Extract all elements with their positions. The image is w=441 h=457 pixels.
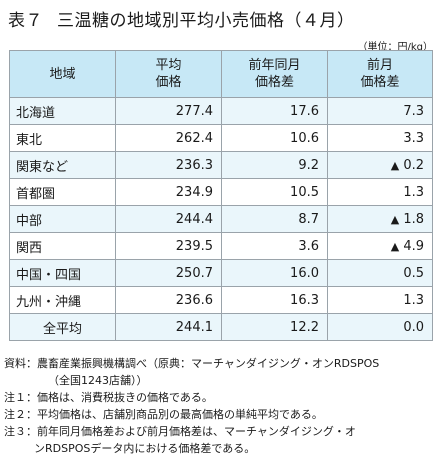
cell-region: 首都圏 xyxy=(9,178,116,206)
cell-average-price: 250.7 xyxy=(115,259,222,287)
cell-average-price: 262.4 xyxy=(115,124,222,152)
cell-mom-diff: 1.3 xyxy=(327,178,433,206)
decrease-triangle-icon: ▲ xyxy=(390,158,400,172)
header-average-price-line1: 平均 xyxy=(155,58,182,73)
mom-value: 3.3 xyxy=(403,130,424,146)
mom-value: 1.3 xyxy=(403,184,424,200)
mom-value: 0.2 xyxy=(403,157,424,173)
cell-yoy-diff: 3.6 xyxy=(221,232,328,260)
cell-region: 東北 xyxy=(9,124,116,152)
header-mom-diff-line1: 前月 xyxy=(366,58,393,73)
table-row: 東北 262.4 10.6 3.3 xyxy=(9,124,433,152)
note-2: 注２：平均価格は、店舗別商品別の最高価格の単純平均である。 xyxy=(4,408,323,421)
table-row: 中国・四国 250.7 16.0 0.5 xyxy=(9,259,433,287)
cell-average-price: 234.9 xyxy=(115,178,222,206)
source-note-continued: （全国1243店舗）） xyxy=(48,374,148,387)
mom-value: 7.3 xyxy=(403,103,424,119)
cell-yoy-diff: 17.6 xyxy=(221,97,328,125)
cell-yoy-diff: 16.3 xyxy=(221,286,328,314)
table-title: 表７ 三温糖の地域別平均小売価格（４月） xyxy=(8,6,355,31)
cell-average-price: 277.4 xyxy=(115,97,222,125)
cell-region: 関東など xyxy=(9,151,116,179)
cell-region: 九州・沖縄 xyxy=(9,286,116,314)
cell-mom-diff: 0.5 xyxy=(327,259,433,287)
header-mom-diff: 前月 価格差 xyxy=(327,50,433,98)
cell-yoy-diff: 16.0 xyxy=(221,259,328,287)
cell-mom-diff: 0.0 xyxy=(327,313,433,341)
unit-label: （単位：円/kg） xyxy=(357,42,433,53)
cell-region: 中部 xyxy=(9,205,116,233)
table-header-row: 地域 平均 価格 前年同月 価格差 前月 価格差 xyxy=(9,50,433,98)
cell-region: 関西 xyxy=(9,232,116,260)
header-yoy-diff: 前年同月 価格差 xyxy=(221,50,328,98)
cell-yoy-diff: 10.5 xyxy=(221,178,328,206)
cell-yoy-diff: 10.6 xyxy=(221,124,328,152)
cell-mom-diff: 7.3 xyxy=(327,97,433,125)
header-yoy-diff-line1: 前年同月 xyxy=(248,58,301,73)
mom-value: 4.9 xyxy=(403,238,424,254)
price-table: 地域 平均 価格 前年同月 価格差 前月 価格差 北海道 277.4 17.6 … xyxy=(9,50,433,341)
table-row: 北海道 277.4 17.6 7.3 xyxy=(9,97,433,125)
table-notes: 資料：農畜産業振興機構調べ（原典：マーチャンダイジング・オンRDSPOS （全国… xyxy=(4,355,379,457)
cell-average-price: 236.6 xyxy=(115,286,222,314)
note-3: 注３：前年同月価格差および前月価格差は、マーチャンダイジング・オ xyxy=(4,425,356,438)
cell-region: 中国・四国 xyxy=(9,259,116,287)
decrease-triangle-icon: ▲ xyxy=(390,212,400,226)
cell-average-price: 244.4 xyxy=(115,205,222,233)
note-1: 注１：価格は、消費税抜きの価格である。 xyxy=(4,391,213,404)
table-number: 表７ xyxy=(8,11,43,31)
mom-value: 1.8 xyxy=(403,211,424,227)
header-mom-diff-line2: 価格差 xyxy=(360,75,400,90)
cell-yoy-diff: 9.2 xyxy=(221,151,328,179)
cell-mom-diff: 3.3 xyxy=(327,124,433,152)
table-row-total: 全平均 244.1 12.2 0.0 xyxy=(9,313,433,341)
header-region: 地域 xyxy=(9,50,116,98)
mom-value: 0.0 xyxy=(403,319,424,335)
table-row: 首都圏 234.9 10.5 1.3 xyxy=(9,178,433,206)
mom-value: 1.3 xyxy=(403,292,424,308)
mom-value: 0.5 xyxy=(403,265,424,281)
header-average-price-line2: 価格 xyxy=(155,75,182,90)
cell-average-price: 244.1 xyxy=(115,313,222,341)
cell-yoy-diff: 8.7 xyxy=(221,205,328,233)
table-row: 関東など 236.3 9.2 ▲ 0.2 xyxy=(9,151,433,179)
cell-region: 全平均 xyxy=(9,313,116,341)
source-note: 資料：農畜産業振興機構調べ（原典：マーチャンダイジング・オンRDSPOS xyxy=(4,357,380,370)
table-row: 関西 239.5 3.6 ▲ 4.9 xyxy=(9,232,433,260)
cell-mom-diff: ▲ 1.8 xyxy=(327,205,433,233)
header-average-price: 平均 価格 xyxy=(115,50,222,98)
cell-yoy-diff: 12.2 xyxy=(221,313,328,341)
cell-average-price: 239.5 xyxy=(115,232,222,260)
table-row: 中部 244.4 8.7 ▲ 1.8 xyxy=(9,205,433,233)
header-yoy-diff-line2: 価格差 xyxy=(254,75,294,90)
decrease-triangle-icon: ▲ xyxy=(390,239,400,253)
cell-mom-diff: ▲ 4.9 xyxy=(327,232,433,260)
cell-mom-diff: ▲ 0.2 xyxy=(327,151,433,179)
table-title-text: 三温糖の地域別平均小売価格（４月） xyxy=(57,11,355,31)
cell-mom-diff: 1.3 xyxy=(327,286,433,314)
table-row: 九州・沖縄 236.6 16.3 1.3 xyxy=(9,286,433,314)
cell-average-price: 236.3 xyxy=(115,151,222,179)
cell-region: 北海道 xyxy=(9,97,116,125)
